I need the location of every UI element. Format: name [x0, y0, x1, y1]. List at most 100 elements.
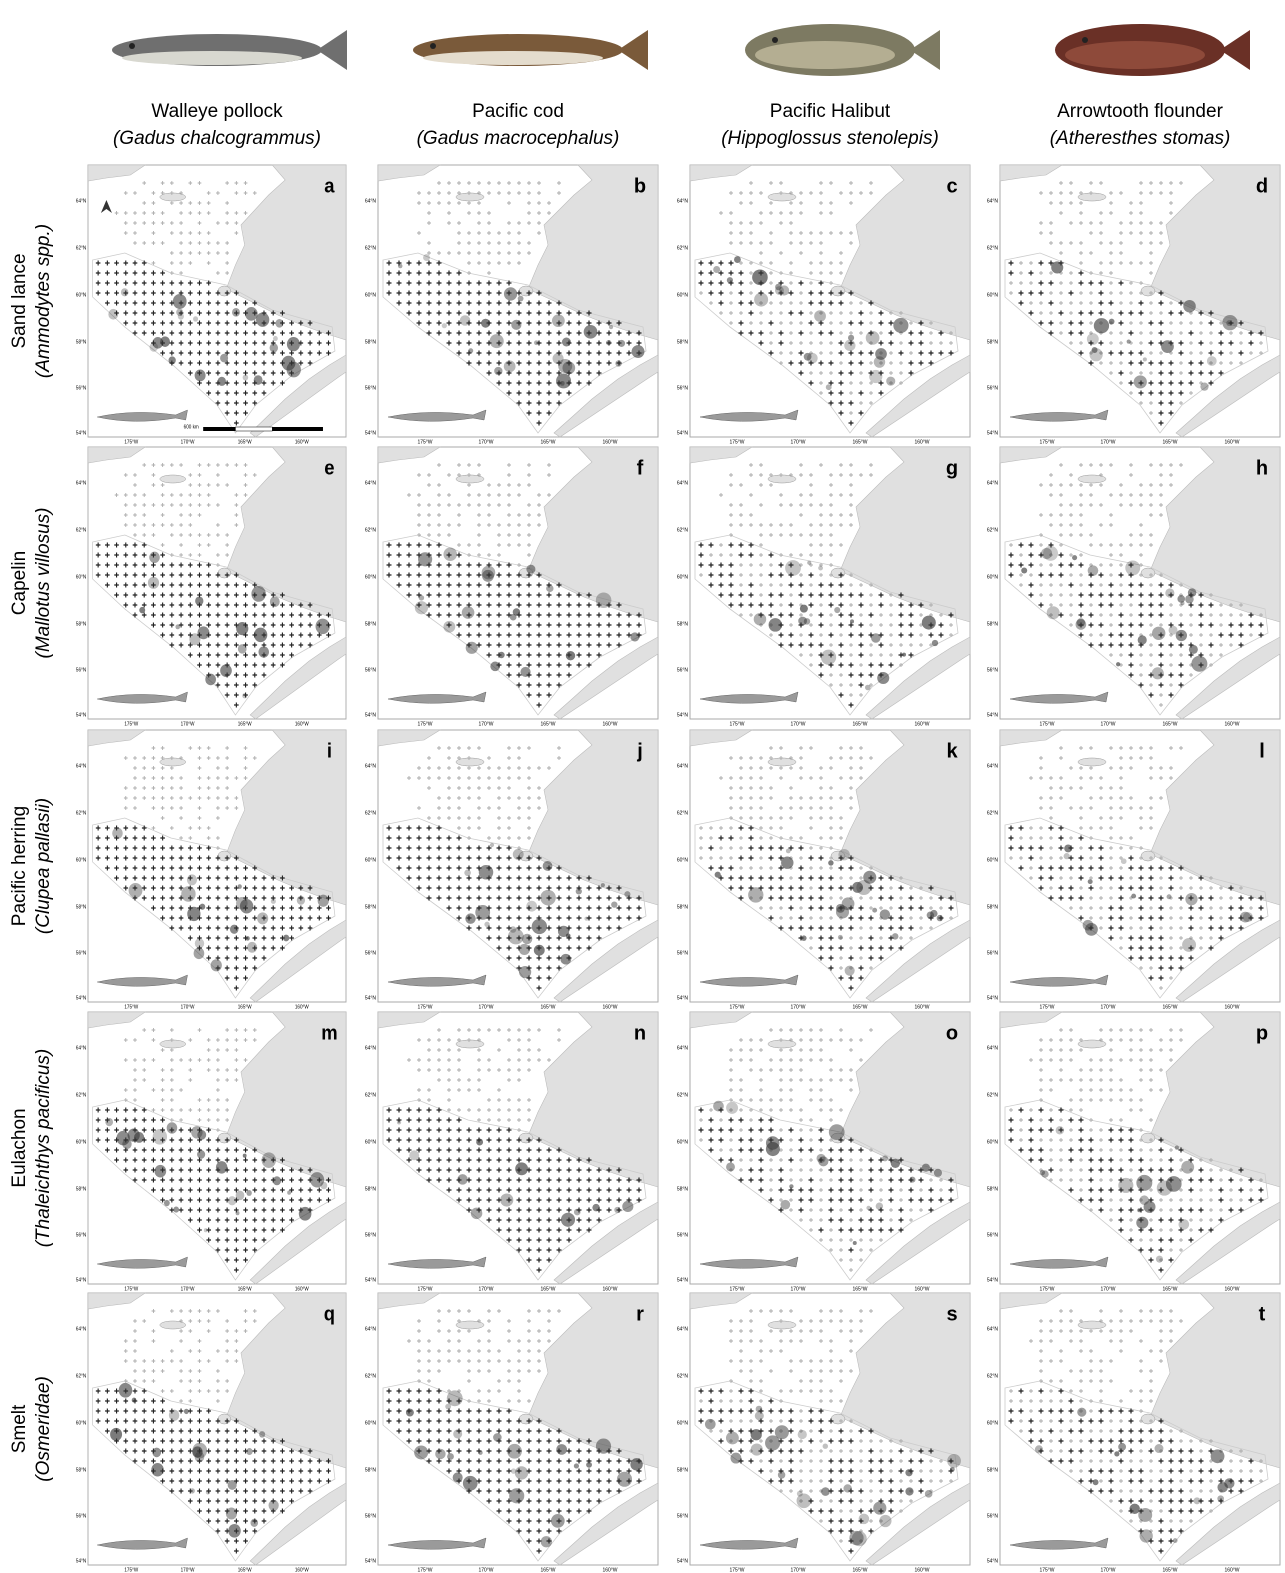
panel-letter: d: [1256, 175, 1268, 197]
catch-bubble: [890, 1158, 901, 1169]
island: [1077, 474, 1107, 484]
catch-bubble: [242, 374, 249, 381]
catch-bubble: [822, 1443, 829, 1449]
forage-fish-icon: [1009, 409, 1109, 422]
lon-tick-label: 165°W: [238, 1286, 252, 1292]
catch-bubble: [755, 1405, 763, 1413]
map-panel: 64°N 62°N 60°N 58°N 56°N 54°N 175°W 170°W 165°W 1…: [677, 1292, 971, 1573]
catch-bubble: [1043, 545, 1059, 561]
lat-tick-label: 64°N: [365, 1326, 377, 1332]
catch-bubble: [242, 693, 248, 699]
catch-bubble: [725, 1431, 739, 1445]
catch-bubble: [1125, 560, 1141, 576]
lat-tick-label: 62°N: [365, 527, 377, 533]
catch-bubble: [765, 1435, 781, 1451]
catch-bubble: [1082, 919, 1094, 931]
island: [159, 1320, 186, 1330]
catch-bubble: [272, 1176, 282, 1186]
panel-letter: q: [324, 1304, 335, 1326]
forage-fish-icon: [387, 1256, 487, 1269]
catch-bubble: [197, 1150, 206, 1159]
lat-tick-label: 54°N: [365, 712, 377, 718]
catch-bubble: [851, 1531, 867, 1547]
lat-tick-label: 64°N: [365, 198, 377, 204]
catch-bubble: [172, 293, 187, 309]
catch-bubble: [409, 1150, 420, 1161]
shelf-outline: [1004, 817, 1269, 999]
lat-tick-label: 54°N: [677, 430, 689, 436]
catch-bubble: [320, 1181, 328, 1190]
catch-bubble: [865, 330, 880, 345]
catch-bubble: [614, 1206, 621, 1214]
lon-tick-label: 170°W: [790, 1567, 805, 1573]
station-markers: [95, 1388, 331, 1554]
lon-tick-label: 175°W: [1039, 439, 1054, 445]
lon-tick-label: 165°W: [1162, 1286, 1177, 1292]
catch-bubble: [122, 1138, 132, 1150]
catch-bubble: [181, 886, 196, 902]
catch-bubble: [478, 864, 494, 880]
shelf-outline: [694, 1099, 959, 1281]
catch-bubble: [514, 1466, 529, 1480]
catch-bubble: [237, 644, 247, 654]
catch-bubble: [807, 560, 812, 565]
catch-bubble: [110, 1427, 123, 1441]
catch-bubble: [1118, 1177, 1134, 1193]
catch-bubble: [1136, 1174, 1153, 1191]
catch-bubble: [521, 933, 533, 945]
map-panel: 64°N 62°N 60°N 58°N 56°N 54°N 175°W 170°W 165°W 1…: [987, 1292, 1281, 1573]
map-panel: 64°N 62°N 60°N 58°N 56°N 54°N 175°W 170°W 165°W 1…: [76, 164, 347, 445]
catch-bubble: [445, 1403, 452, 1410]
catch-bubble: [507, 928, 524, 945]
forage-fish-icon: [387, 974, 487, 987]
catch-bubble: [317, 894, 329, 907]
catch-bubble: [225, 1507, 237, 1520]
lat-tick-label: 56°N: [365, 950, 377, 956]
lat-tick-label: 56°N: [365, 667, 377, 673]
catch-bubble: [176, 308, 184, 317]
lon-tick-label: 160°W: [1224, 1567, 1239, 1573]
column-scientific-name: (Gadus macrocephalus): [417, 128, 620, 149]
catch-bubble: [753, 612, 767, 626]
catch-bubble: [1177, 595, 1186, 603]
catch-bubble: [151, 1463, 164, 1477]
map-panel: 64°N 62°N 60°N 58°N 56°N 54°N 175°W 170°W 165°W 1…: [987, 164, 1281, 445]
lat-tick-label: 64°N: [76, 763, 87, 769]
station-markers: [698, 1107, 954, 1253]
island: [830, 1413, 846, 1425]
column-common-name: Walleye pollock: [151, 101, 283, 122]
catch-bubble: [1175, 629, 1188, 642]
lat-tick-label: 62°N: [76, 527, 87, 533]
lon-tick-label: 175°W: [1039, 721, 1054, 727]
catch-bubble: [120, 288, 129, 297]
lon-tick-label: 170°W: [790, 1004, 805, 1010]
catch-bubble: [1034, 1445, 1044, 1454]
catch-bubble: [503, 287, 518, 301]
forage-fish-icon: [1009, 974, 1109, 987]
column-scientific-name: (Hippoglossus stenolepis): [721, 128, 939, 149]
station-markers: [1008, 825, 1264, 981]
catch-bubble: [630, 632, 640, 642]
catch-bubble: [901, 652, 907, 657]
island: [455, 474, 485, 484]
row-common-name: Capelin: [9, 551, 30, 615]
land: [999, 446, 1064, 464]
catch-bubble: [540, 889, 556, 906]
station-markers-light: [417, 181, 561, 275]
catch-bubble: [457, 1174, 468, 1185]
catch-bubble: [750, 1429, 762, 1441]
lon-tick-label: 175°W: [729, 721, 744, 727]
land: [377, 446, 442, 464]
lat-tick-label: 56°N: [677, 1232, 689, 1238]
forage-fish-icon: [97, 1537, 188, 1550]
catch-bubble: [116, 1130, 130, 1146]
catch-bubble: [752, 269, 768, 286]
map-panel: 64°N 62°N 60°N 58°N 56°N 54°N 175°W 170°W 165°W 1…: [987, 446, 1281, 727]
lon-tick-label: 160°W: [914, 439, 929, 445]
catch-bubble: [275, 319, 284, 328]
lat-tick-label: 56°N: [76, 385, 87, 391]
lat-tick-label: 60°N: [677, 1420, 689, 1426]
lat-tick-label: 58°N: [987, 1186, 999, 1192]
island: [767, 192, 797, 202]
catch-bubble: [714, 871, 721, 878]
